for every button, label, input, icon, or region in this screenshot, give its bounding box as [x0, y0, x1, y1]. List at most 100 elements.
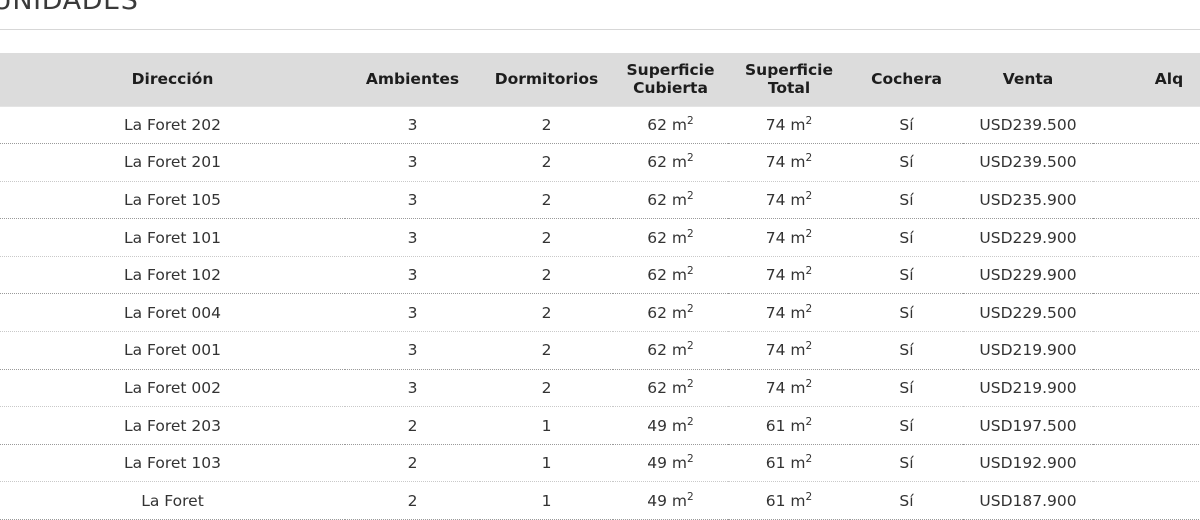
- cell-superficie-total: 61 m2: [728, 481, 850, 520]
- column-header-cochera[interactable]: Cochera: [850, 53, 963, 106]
- cell-superficie-total-value: 61: [765, 491, 786, 510]
- cell-superficie-cubierta-value: 62: [647, 303, 667, 322]
- cell-superficie-total: 61 m2: [728, 444, 850, 483]
- cell-ambientes: 3: [345, 181, 480, 220]
- cell-superficie-total-unit-exponent: 2: [805, 340, 813, 353]
- cell-superficie-total: 74 m2: [728, 293, 850, 333]
- cell-superficie-cubierta-unit-exponent: 2: [687, 452, 694, 465]
- cell-venta: USD219.900: [963, 369, 1093, 408]
- cell-superficie-cubierta: 62 m2: [613, 218, 728, 257]
- cell-superficie-cubierta-unit-exponent: 2: [687, 114, 694, 127]
- cell-superficie-total: 74 m2: [728, 369, 850, 408]
- cell-alquiler: [1093, 331, 1200, 370]
- cell-superficie-total-value: 74: [765, 303, 786, 322]
- cell-alquiler: [1093, 444, 1200, 483]
- column-header-alquiler[interactable]: Alq: [1093, 53, 1200, 106]
- cell-venta: USD229.900: [963, 218, 1093, 257]
- column-header-superficie-cubierta[interactable]: Superficie Cubierta: [613, 53, 728, 106]
- cell-superficie-cubierta-unit-exponent: 2: [687, 227, 694, 240]
- cell-cochera: Sí: [850, 293, 963, 333]
- cell-direccion: La Foret 105: [0, 181, 345, 220]
- table-row[interactable]: La Foret 201 3 2 62 m2 74 m2 Sí USD239.500: [0, 143, 1200, 182]
- table-row[interactable]: La Foret 004 3 2 62 m2 74 m2 Sí USD229.500: [0, 293, 1200, 333]
- cell-superficie-total-unit-exponent: 2: [805, 415, 813, 428]
- cell-cochera: Sí: [850, 143, 963, 182]
- cell-dormitorios: 2: [480, 293, 613, 333]
- cell-superficie-cubierta-unit-exponent: 2: [687, 152, 694, 165]
- cell-superficie-total-value: 74: [765, 190, 786, 209]
- cell-direccion: La Foret 002: [0, 369, 345, 408]
- cell-superficie-cubierta-unit-exponent: 2: [687, 490, 694, 503]
- column-header-alquiler-line-1: Alq: [1154, 70, 1184, 89]
- cell-cochera: Sí: [850, 256, 963, 295]
- table-row[interactable]: La Foret 002 3 2 62 m2 74 m2 Sí USD219.900: [0, 369, 1200, 408]
- cell-superficie-cubierta: 62 m2: [613, 105, 728, 145]
- column-header-superficie-cubierta-line-2: Cubierta: [633, 79, 708, 98]
- cell-ambientes: 3: [345, 293, 480, 333]
- cell-superficie-cubierta-value: 62: [647, 190, 667, 209]
- cell-venta: USD235.900: [963, 181, 1093, 220]
- cell-superficie-cubierta-unit-exponent: 2: [687, 189, 694, 202]
- column-header-direccion[interactable]: Dirección: [0, 53, 345, 106]
- cell-superficie-total: 74 m2: [728, 331, 850, 370]
- cell-superficie-total-value: 74: [765, 115, 786, 134]
- cell-superficie-total: 74 m2: [728, 143, 850, 182]
- cell-superficie-total-value: 61: [765, 454, 786, 473]
- column-header-superficie-total[interactable]: Superficie Total: [728, 53, 850, 106]
- table-row[interactable]: La Foret 102 3 2 62 m2 74 m2 Sí USD229.900: [0, 256, 1200, 295]
- column-header-ambientes-line-1: Ambientes: [365, 70, 460, 89]
- cell-ambientes: 3: [345, 256, 480, 295]
- cell-cochera: Sí: [850, 444, 963, 483]
- cell-superficie-total: 74 m2: [728, 218, 850, 257]
- cell-superficie-total: 74 m2: [728, 256, 850, 295]
- column-header-ambientes[interactable]: Ambientes: [345, 53, 480, 106]
- cell-alquiler: [1093, 105, 1200, 145]
- column-header-dormitorios[interactable]: Dormitorios: [480, 53, 613, 106]
- units-table-container: Dirección Ambientes Dormitorios Superfic…: [0, 53, 1200, 520]
- cell-superficie-total-value: 61: [765, 416, 786, 435]
- cell-dormitorios: 1: [480, 481, 613, 520]
- cell-superficie-cubierta-value: 49: [647, 454, 667, 473]
- cell-dormitorios: 2: [480, 143, 613, 182]
- cell-ambientes: 3: [345, 331, 480, 370]
- cell-superficie-total: 74 m2: [728, 105, 850, 145]
- cell-ambientes: 3: [345, 218, 480, 257]
- table-row[interactable]: La Foret 103 2 1 49 m2 61 m2 Sí USD192.900: [0, 444, 1200, 483]
- table-row[interactable]: La Foret 101 3 2 62 m2 74 m2 Sí USD229.900: [0, 218, 1200, 257]
- cell-superficie-total-unit-exponent: 2: [805, 227, 813, 240]
- cell-ambientes: 2: [345, 481, 480, 520]
- cell-alquiler: [1093, 369, 1200, 408]
- cell-ambientes: 3: [345, 143, 480, 182]
- table-row[interactable]: La Foret 202 3 2 62 m2 74 m2 Sí USD239.500: [0, 105, 1200, 145]
- cell-cochera: Sí: [850, 481, 963, 520]
- cell-direccion: La Foret 004: [0, 293, 345, 333]
- column-header-superficie-total-line-1: Superficie: [745, 61, 833, 80]
- column-header-venta[interactable]: Venta: [963, 53, 1093, 106]
- cell-alquiler: [1093, 406, 1200, 445]
- cell-dormitorios: 2: [480, 256, 613, 295]
- cell-venta: USD192.900: [963, 444, 1093, 483]
- table-row[interactable]: La Foret 001 3 2 62 m2 74 m2 Sí USD219.900: [0, 331, 1200, 370]
- cell-venta: USD239.500: [963, 143, 1093, 182]
- cell-dormitorios: 2: [480, 218, 613, 257]
- table-row[interactable]: La Foret 203 2 1 49 m2 61 m2 Sí USD197.500: [0, 406, 1200, 445]
- cell-alquiler: [1093, 218, 1200, 257]
- cell-superficie-total-value: 74: [765, 153, 786, 172]
- cell-superficie-cubierta: 62 m2: [613, 181, 728, 220]
- cell-superficie-cubierta-value: 62: [647, 115, 667, 134]
- column-header-superficie-cubierta-line-1: Superficie: [626, 61, 715, 80]
- cell-venta: USD229.900: [963, 256, 1093, 295]
- cell-alquiler: [1093, 256, 1200, 295]
- column-header-venta-line-1: Venta: [1002, 70, 1054, 89]
- table-row[interactable]: La Foret 2 1 49 m2 61 m2 Sí USD187.900: [0, 481, 1200, 520]
- cell-dormitorios: 2: [480, 105, 613, 145]
- page-header: UNIDADES: [0, 0, 1200, 30]
- column-header-dormitorios-line-1: Dormitorios: [494, 70, 599, 89]
- cell-direccion: La Foret 203: [0, 406, 345, 445]
- cell-cochera: Sí: [850, 406, 963, 445]
- cell-cochera: Sí: [850, 331, 963, 370]
- cell-superficie-cubierta-value: 62: [647, 228, 667, 247]
- table-body: La Foret 202 3 2 62 m2 74 m2 Sí USD239.500 La F…: [0, 105, 1200, 520]
- cell-ambientes: 3: [345, 369, 480, 408]
- table-row[interactable]: La Foret 105 3 2 62 m2 74 m2 Sí USD235.900: [0, 181, 1200, 220]
